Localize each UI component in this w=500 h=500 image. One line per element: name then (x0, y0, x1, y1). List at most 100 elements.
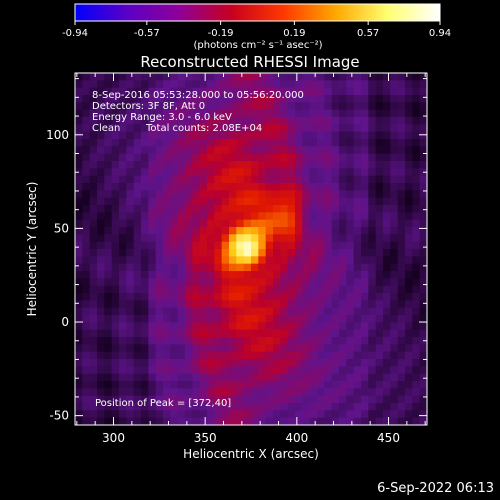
heatmap-cell (126, 117, 135, 125)
heatmap-cell (133, 395, 142, 404)
heatmap-cell (214, 388, 223, 397)
heatmap-cell (133, 388, 142, 397)
heatmap-cell (251, 307, 259, 316)
heatmap-cell (199, 212, 208, 221)
heatmap-cell (104, 329, 113, 338)
heatmap-cell (273, 395, 281, 404)
heatmap-cell (280, 322, 289, 331)
heatmap-cell (89, 278, 98, 287)
heatmap-cell (119, 117, 127, 125)
heatmap-cell (141, 183, 149, 191)
heatmap-cell (207, 109, 215, 118)
heatmap-cell (199, 410, 208, 419)
heatmap-cell (229, 256, 237, 265)
heatmap-cell (97, 373, 105, 382)
heatmap-cell (375, 359, 384, 367)
heatmap-cell (185, 403, 193, 411)
heatmap-cell (339, 329, 347, 338)
heatmap-cell (405, 124, 413, 133)
heatmap-cell (383, 344, 391, 353)
heatmap-cell (221, 307, 230, 316)
heatmap-cell (89, 95, 98, 103)
heatmap-cell (111, 87, 120, 96)
heatmap-cell (265, 278, 274, 287)
heatmap-cell (412, 351, 421, 360)
heatmap-cell (141, 337, 149, 345)
heatmap-cell (251, 146, 259, 155)
heatmap-cell (295, 80, 303, 89)
heatmap-cell (243, 124, 252, 133)
heatmap-cell (207, 410, 215, 419)
heatmap-cell (390, 395, 399, 404)
heatmap-cell (111, 249, 120, 257)
heatmap-cell (97, 417, 105, 425)
heatmap-cell (368, 285, 377, 294)
heatmap-cell (236, 403, 245, 411)
heatmap-cell (346, 271, 355, 279)
heatmap-cell (412, 359, 421, 367)
heatmap-cell (273, 161, 281, 169)
heatmap-cell (243, 183, 252, 191)
heatmap-cell (236, 227, 245, 235)
heatmap-cell (412, 109, 421, 118)
heatmap-cell (302, 300, 311, 309)
heatmap-cell (383, 373, 391, 382)
y-tick-label: -50 (49, 409, 69, 423)
heatmap-cell (141, 95, 149, 103)
heatmap-cell (119, 146, 127, 155)
heatmap-cell (243, 168, 252, 177)
heatmap-cell (192, 175, 201, 184)
heatmap-cell (405, 329, 413, 338)
heatmap-cell (390, 329, 399, 338)
heatmap-cell (353, 293, 362, 301)
heatmap-cell (97, 146, 105, 155)
heatmap-cell (353, 227, 362, 235)
heatmap-cell (229, 388, 237, 397)
heatmap-cell (97, 315, 105, 323)
heatmap-cell (317, 124, 325, 133)
heatmap-cell (82, 417, 91, 425)
heatmap-cell (177, 168, 186, 177)
heatmap-cell (368, 315, 377, 323)
heatmap-cell (75, 322, 83, 331)
heatmap-cell (221, 139, 230, 147)
heatmap-cell (221, 205, 230, 213)
heatmap-cell (280, 307, 289, 316)
heatmap-cell (361, 168, 369, 177)
heatmap-cell (119, 227, 127, 235)
heatmap-cell (207, 183, 215, 191)
heatmap-cell (397, 388, 406, 397)
heatmap-cell (339, 285, 347, 294)
heatmap-cell (214, 139, 223, 147)
heatmap-cell (368, 102, 377, 111)
heatmap-cell (390, 87, 399, 96)
heatmap-cell (192, 337, 201, 345)
heatmap-cell (280, 278, 289, 287)
heatmap-cell (155, 388, 164, 397)
heatmap-cell (126, 388, 135, 397)
heatmap-cell (119, 241, 127, 250)
heatmap-cell (324, 300, 333, 309)
heatmap-cell (375, 241, 384, 250)
heatmap-cell (309, 109, 318, 118)
heatmap-cell (324, 80, 333, 89)
heatmap-cell (258, 256, 267, 265)
heatmap-cell (89, 410, 98, 419)
heatmap-cell (97, 190, 105, 199)
heatmap-cell (295, 146, 303, 155)
heatmap-cell (221, 117, 230, 125)
heatmap-cell (111, 95, 120, 103)
heatmap-cell (309, 168, 318, 177)
heatmap-cell (199, 168, 208, 177)
heatmap-cell (287, 395, 296, 404)
heatmap-cell (155, 381, 164, 389)
heatmap-cell (375, 73, 384, 81)
heatmap-cell (251, 80, 259, 89)
heatmap-cell (155, 95, 164, 103)
heatmap-cell (251, 131, 259, 140)
heatmap-cell (155, 117, 164, 125)
heatmap-cell (229, 73, 237, 81)
heatmap-cell (383, 285, 391, 294)
heatmap-cell (287, 366, 296, 375)
